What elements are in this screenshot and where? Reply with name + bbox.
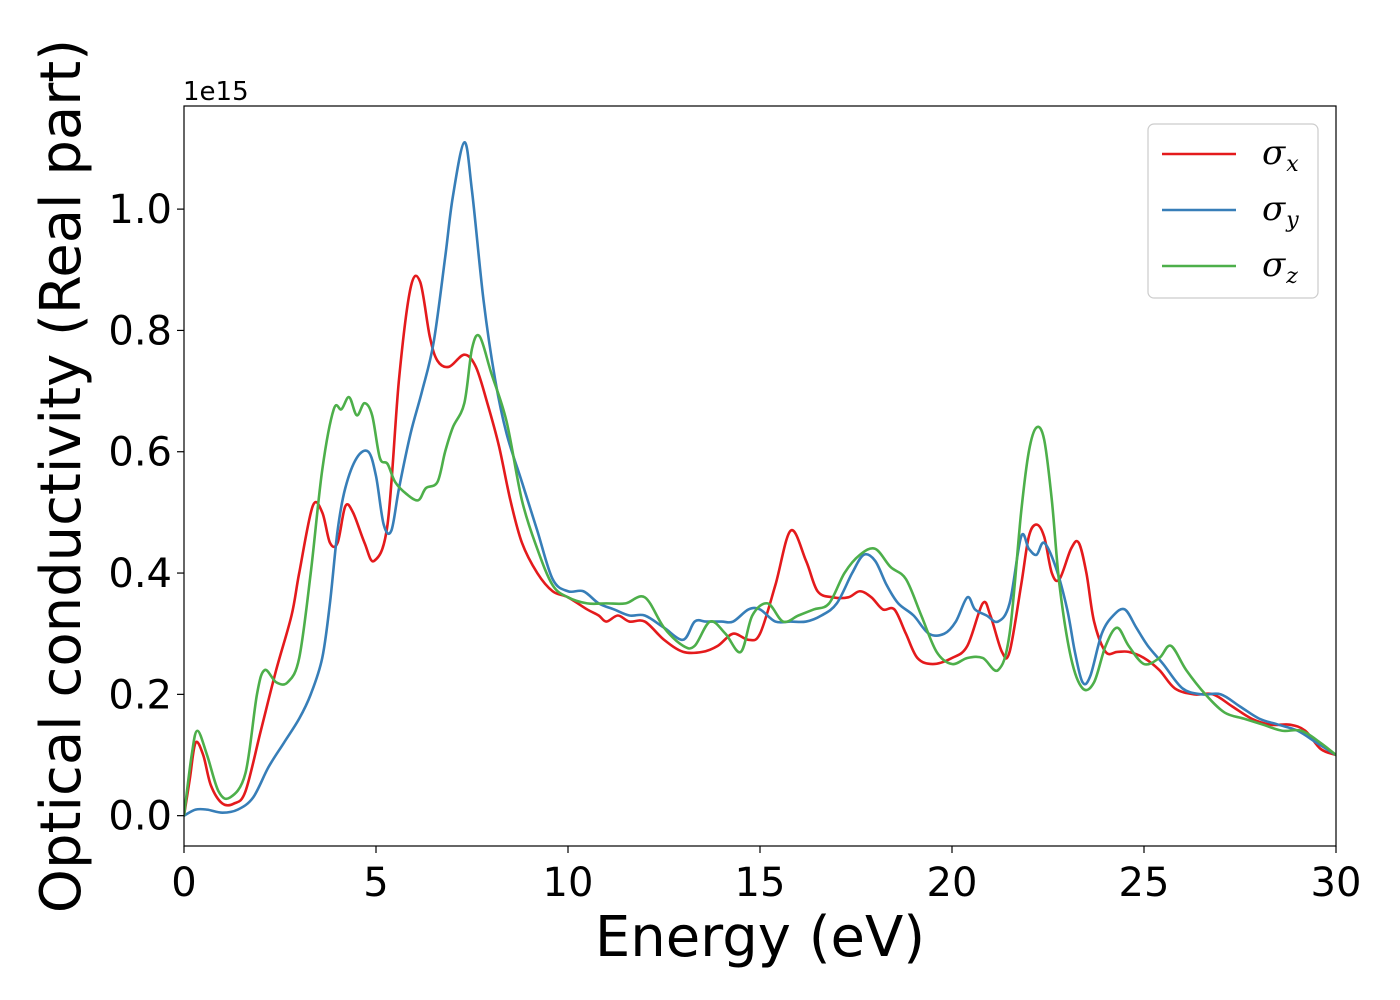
x-tick-label: 5 <box>363 860 388 906</box>
x-tick-label: 10 <box>543 860 594 906</box>
y-tick-label: 0.0 <box>108 794 172 840</box>
series-layer <box>184 141 1336 817</box>
x-tick-label: 15 <box>735 860 786 906</box>
series-line-z <box>184 333 1336 816</box>
y-tick-label: 0.4 <box>108 551 172 597</box>
x-tick-label: 30 <box>1311 860 1362 906</box>
y-tick-label: 0.2 <box>108 672 172 718</box>
y-tick-label: 1.0 <box>108 187 172 233</box>
y-tick-label: 0.6 <box>108 430 172 476</box>
x-tick-label: 20 <box>927 860 978 906</box>
y-offset-label: 1e15 <box>183 77 249 107</box>
y-tick-label: 0.8 <box>108 308 172 354</box>
x-axis-title: Energy (eV) <box>595 905 925 970</box>
ticks-layer: 0 5 10 15 20 25 30 0.0 0.2 0.4 0.6 0.8 1.0 <box>108 187 1361 906</box>
y-axis-title: Optical conductivity (Real part) <box>29 39 94 913</box>
x-tick-label: 25 <box>1119 860 1170 906</box>
series-line-y <box>184 141 1336 817</box>
x-tick-label: 0 <box>171 860 196 906</box>
